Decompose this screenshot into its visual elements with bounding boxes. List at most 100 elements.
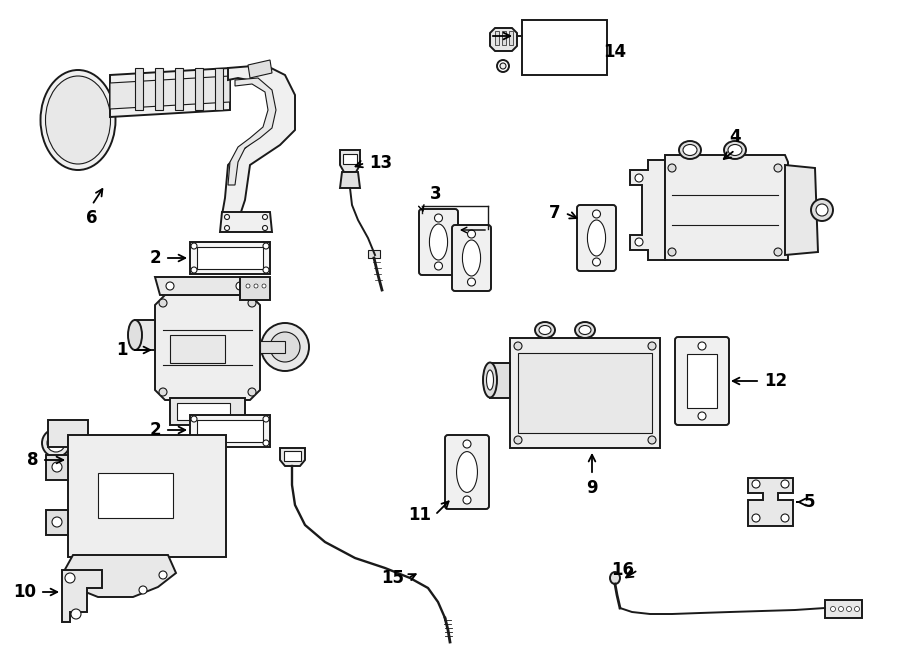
Circle shape (159, 388, 167, 396)
Polygon shape (280, 448, 305, 466)
Circle shape (854, 607, 859, 611)
Circle shape (435, 262, 443, 270)
Ellipse shape (270, 332, 300, 362)
Circle shape (263, 440, 269, 446)
Polygon shape (110, 68, 230, 117)
Ellipse shape (47, 434, 65, 452)
Circle shape (65, 573, 75, 583)
Bar (197, 247, 263, 269)
Polygon shape (748, 478, 793, 526)
Ellipse shape (579, 325, 591, 334)
FancyBboxPatch shape (419, 209, 458, 275)
Bar (343, 154, 357, 164)
Circle shape (254, 284, 258, 288)
Circle shape (263, 225, 267, 231)
Circle shape (263, 267, 269, 273)
Text: 13: 13 (369, 154, 392, 172)
Circle shape (84, 576, 92, 584)
Polygon shape (665, 155, 788, 260)
Circle shape (648, 436, 656, 444)
Polygon shape (490, 363, 510, 398)
Bar (509, 31, 513, 45)
Text: 12: 12 (764, 372, 788, 390)
Polygon shape (340, 150, 360, 172)
Circle shape (668, 164, 676, 172)
Circle shape (236, 282, 244, 290)
Polygon shape (240, 277, 270, 300)
Circle shape (263, 243, 269, 249)
Circle shape (774, 248, 782, 256)
Ellipse shape (497, 60, 509, 72)
Bar (190, 415, 270, 447)
Bar (510, 338, 660, 448)
Circle shape (166, 282, 174, 290)
Ellipse shape (483, 362, 497, 397)
Text: 9: 9 (586, 479, 598, 497)
Polygon shape (215, 68, 223, 110)
Circle shape (248, 299, 256, 307)
FancyBboxPatch shape (675, 337, 729, 425)
Circle shape (774, 164, 782, 172)
Ellipse shape (539, 325, 551, 334)
Polygon shape (46, 455, 68, 480)
Polygon shape (490, 28, 517, 51)
Bar (687, 354, 717, 408)
Polygon shape (175, 68, 183, 110)
Bar (190, 242, 270, 274)
Circle shape (224, 215, 230, 219)
Circle shape (698, 342, 706, 350)
Text: 2: 2 (149, 249, 161, 267)
Text: 8: 8 (26, 451, 38, 469)
Polygon shape (220, 212, 272, 232)
Circle shape (191, 416, 197, 422)
Circle shape (648, 342, 656, 350)
Circle shape (752, 480, 760, 488)
Text: 6: 6 (86, 209, 98, 227)
Ellipse shape (429, 224, 447, 260)
Text: 11: 11 (408, 506, 431, 524)
Polygon shape (135, 320, 155, 350)
Bar (197, 420, 263, 442)
Text: 5: 5 (804, 493, 815, 511)
Circle shape (831, 607, 835, 611)
Bar (518, 353, 652, 433)
Ellipse shape (728, 145, 742, 155)
Polygon shape (248, 60, 272, 78)
Ellipse shape (683, 145, 697, 155)
Ellipse shape (588, 220, 606, 256)
Bar (284, 451, 301, 461)
Ellipse shape (456, 451, 478, 492)
FancyBboxPatch shape (445, 435, 489, 509)
Circle shape (435, 214, 443, 222)
Text: 1: 1 (116, 341, 128, 359)
Circle shape (246, 284, 250, 288)
Ellipse shape (724, 141, 746, 159)
Bar (495, 31, 499, 45)
Polygon shape (46, 510, 68, 535)
Circle shape (159, 571, 167, 579)
Circle shape (847, 607, 851, 611)
Ellipse shape (128, 320, 142, 350)
Circle shape (839, 607, 843, 611)
Bar (260, 341, 285, 353)
Polygon shape (110, 76, 230, 109)
FancyBboxPatch shape (452, 225, 491, 291)
Polygon shape (195, 68, 203, 110)
Polygon shape (340, 172, 360, 188)
Circle shape (463, 440, 471, 448)
Polygon shape (155, 295, 260, 400)
Circle shape (467, 278, 475, 286)
Ellipse shape (46, 76, 111, 164)
Ellipse shape (811, 199, 833, 221)
Polygon shape (825, 600, 862, 618)
Circle shape (191, 267, 197, 273)
Circle shape (52, 462, 62, 472)
Bar (68, 435, 226, 557)
Polygon shape (170, 398, 245, 425)
Circle shape (263, 416, 269, 422)
Ellipse shape (816, 204, 828, 216)
Circle shape (698, 412, 706, 420)
Polygon shape (222, 65, 295, 215)
Bar (368, 250, 380, 258)
Ellipse shape (500, 63, 506, 69)
